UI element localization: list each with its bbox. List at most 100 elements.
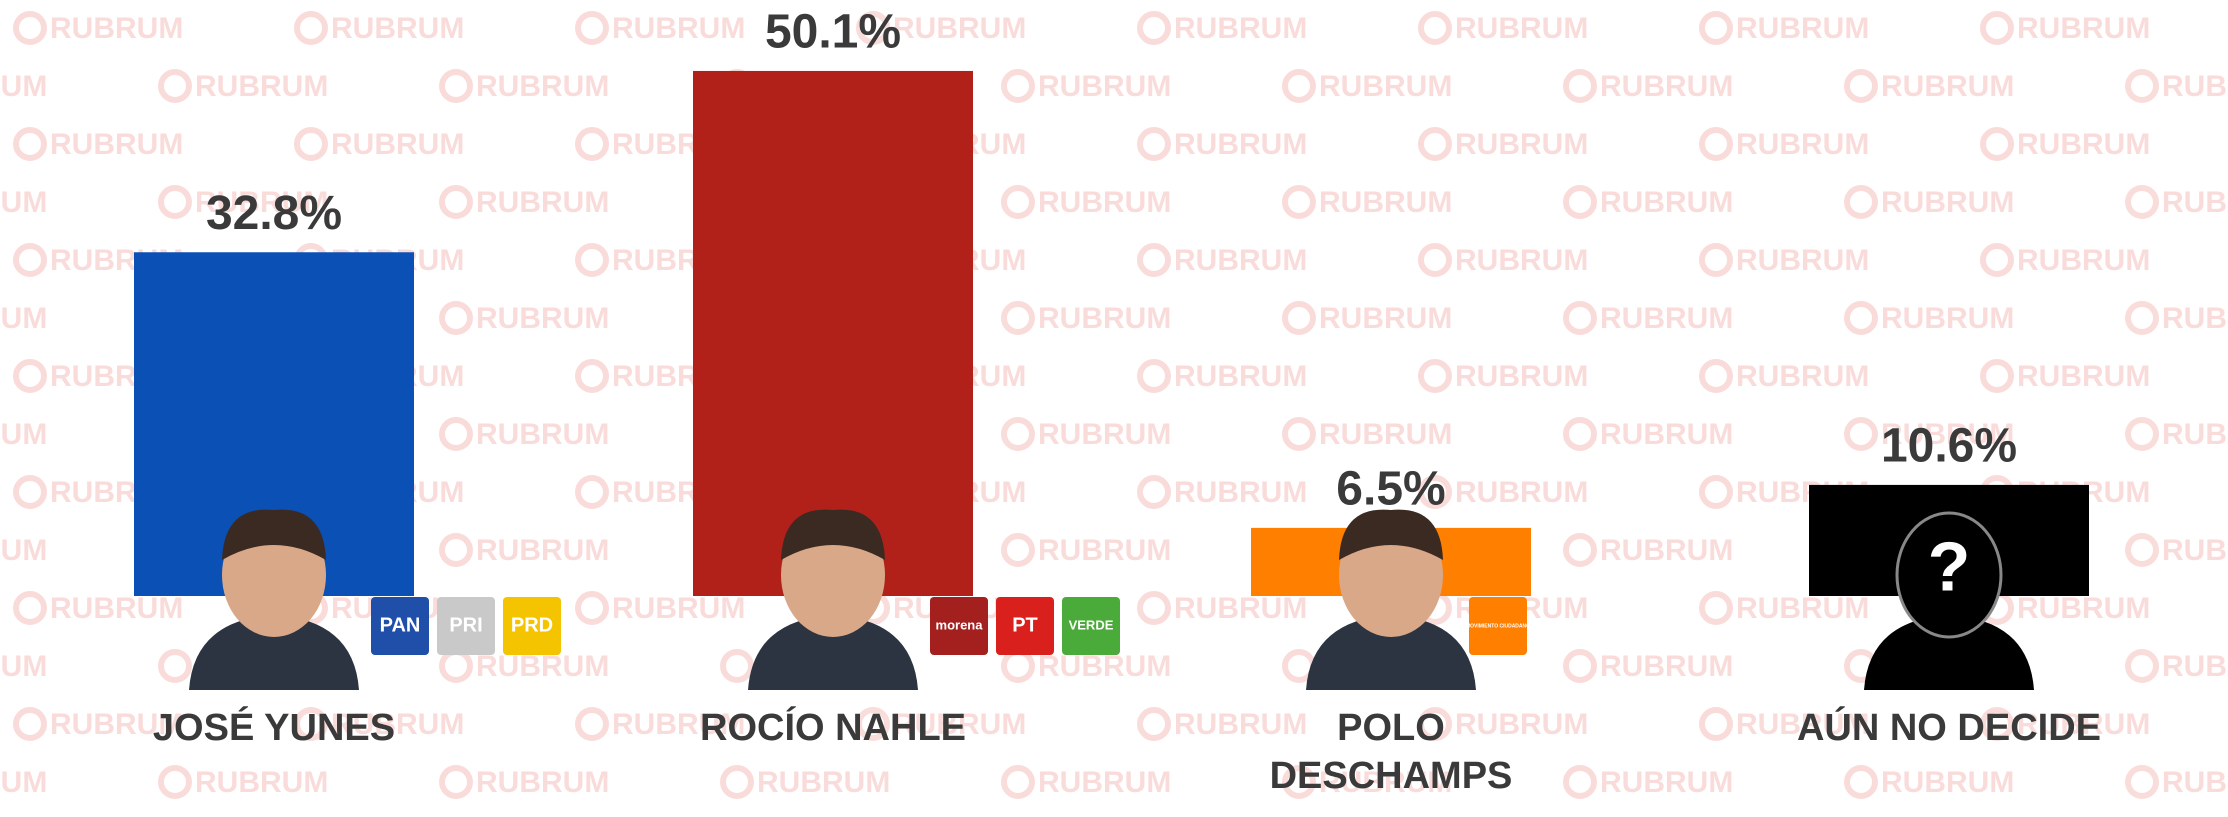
watermark: RUBRUM	[1418, 127, 1588, 161]
watermark-text: RUBRUM	[1038, 302, 1171, 335]
watermark-text: RUBRUM	[1038, 70, 1171, 103]
watermark-logo	[1844, 417, 1878, 451]
watermark: RUBRUM	[1001, 765, 1171, 799]
watermark: RUBRUM	[0, 766, 47, 799]
category-label: AÚN NO DECIDE	[1796, 707, 2102, 749]
watermark: RUBRUM	[1001, 649, 1171, 683]
watermark: RUBRUM	[1980, 591, 2150, 625]
portrait	[189, 509, 359, 690]
watermark: RUBRUM	[158, 765, 328, 799]
watermark-text: RUBRUM	[1455, 12, 1588, 45]
watermark-logo	[856, 11, 890, 45]
party-box	[437, 597, 495, 655]
party-logo: VERDE	[1062, 597, 1120, 655]
watermark-logo	[1699, 11, 1733, 45]
watermark-text: RUBRUM	[1881, 766, 2014, 799]
watermark-text: RUBRUM	[0, 650, 47, 683]
watermark: RUBRUM	[1563, 69, 1733, 103]
watermark-logo	[439, 533, 473, 567]
watermark: RUBRUM	[1980, 127, 2150, 161]
watermark-logo	[158, 185, 192, 219]
portrait	[748, 509, 918, 690]
watermark-text: RUBRUM	[1319, 302, 1452, 335]
watermark-logo	[1001, 533, 1035, 567]
watermark-text: RUBRUM	[1736, 244, 1869, 277]
watermark-logo	[1137, 127, 1171, 161]
watermark: RUBRUM	[294, 11, 464, 45]
watermark-logo	[294, 707, 328, 741]
watermark-text: RUBRUM	[2017, 128, 2150, 161]
watermark-logo	[1699, 359, 1733, 393]
watermark: RUBRUM	[439, 69, 609, 103]
watermark: RUBRUM	[575, 11, 745, 45]
watermark-logo	[1282, 765, 1316, 799]
watermark-text: RUBRUM	[1736, 592, 1869, 625]
watermark-text: RUBRUM	[2162, 766, 2228, 799]
watermark-logo	[158, 69, 192, 103]
watermark-logo	[575, 591, 609, 625]
watermark-text: RUBRUM	[0, 302, 47, 335]
watermark: RUBRUM	[1001, 185, 1171, 219]
watermark-text: RUBRUM	[2017, 708, 2150, 741]
watermark: RUBRUM	[856, 707, 1026, 741]
value-label: 50.1%	[765, 6, 901, 59]
watermark: RUBRUM	[1137, 707, 1307, 741]
watermark: RUBRUM	[1699, 359, 1869, 393]
watermark: RUBRUM	[1699, 243, 1869, 277]
watermark: RUBRUM	[439, 417, 609, 451]
watermark-text: RUBRUM	[1319, 418, 1452, 451]
portrait-body	[1306, 615, 1476, 690]
party-box	[1062, 597, 1120, 655]
watermark-text: RUBRUM	[476, 534, 609, 567]
watermark-logo	[1563, 649, 1597, 683]
portrait: ?	[1864, 511, 2034, 690]
party-box	[1469, 597, 1527, 655]
watermark-text: RUBRUM	[1881, 70, 2014, 103]
watermark: RUBRUM	[0, 418, 47, 451]
watermark: RUBRUM	[1844, 69, 2014, 103]
value-label: 10.6%	[1881, 420, 2017, 473]
watermark: RUBRUM	[1137, 359, 1307, 393]
watermark-text: RUBRUM	[757, 766, 890, 799]
watermark-logo	[439, 185, 473, 219]
watermark-logo	[1418, 359, 1452, 393]
watermark-text: RUBRUM	[1038, 186, 1171, 219]
watermark-text: RUBRUM	[612, 592, 745, 625]
party-label: PAN	[380, 614, 421, 636]
watermark-logo	[2125, 649, 2159, 683]
watermark-text: RUBRUM	[2162, 70, 2228, 103]
watermark-logo	[720, 649, 754, 683]
watermark: RUBRUM	[1001, 301, 1171, 335]
watermark-text: RUBRUM	[195, 186, 328, 219]
watermark: RUBRUM	[1001, 69, 1171, 103]
watermark-logo	[1844, 185, 1878, 219]
watermark-logo	[575, 243, 609, 277]
watermark-text: RUBRUM	[893, 12, 1026, 45]
watermark: RUBRUM	[0, 70, 47, 103]
watermark: RUBRUM	[720, 765, 890, 799]
watermark: RUBRUM	[1418, 707, 1588, 741]
watermark-logo	[2125, 301, 2159, 335]
watermark: RUBRUM	[0, 534, 47, 567]
watermark: RUBRUM	[1282, 301, 1452, 335]
party-box	[996, 597, 1054, 655]
watermark: RUBRUM	[439, 185, 609, 219]
watermark-logo	[1282, 301, 1316, 335]
watermark-logo	[1137, 11, 1171, 45]
watermark-text: RUBRUM	[2162, 186, 2228, 219]
category-label: JOSÉ YUNES	[152, 707, 396, 749]
watermark-text: RUBRUM	[0, 186, 47, 219]
watermark: RUBRUM	[439, 649, 609, 683]
watermark: RUBRUM	[1844, 417, 2014, 451]
watermark-logo	[1699, 127, 1733, 161]
watermark-text: RUBRUM	[1174, 708, 1307, 741]
portrait-body	[189, 615, 359, 690]
watermark: RUBRUM	[575, 707, 745, 741]
watermark: RUBRUM	[1844, 301, 2014, 335]
watermark-text: RUBRUM	[2017, 360, 2150, 393]
watermark: RUBRUM	[1001, 417, 1171, 451]
watermark-text: RUBRUM	[1600, 418, 1733, 451]
watermark: RUBRUM	[1137, 127, 1307, 161]
